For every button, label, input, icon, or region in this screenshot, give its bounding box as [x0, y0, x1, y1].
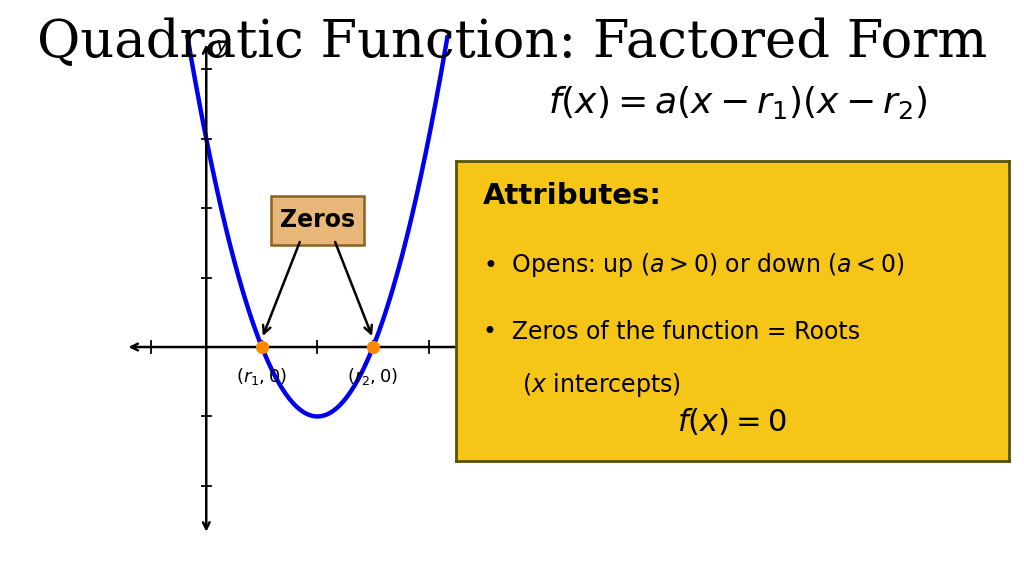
Text: •  Opens: up ($a > 0$) or down ($a < 0$): • Opens: up ($a > 0$) or down ($a < 0$) — [483, 251, 905, 279]
Text: $x$: $x$ — [505, 359, 519, 380]
Text: Attributes:: Attributes: — [483, 182, 663, 210]
Text: Zeros: Zeros — [280, 209, 355, 232]
Point — [254, 342, 270, 351]
Text: $f(x) = 0$: $f(x) = 0$ — [678, 406, 786, 437]
Text: ($x$ intercepts): ($x$ intercepts) — [522, 371, 681, 399]
FancyBboxPatch shape — [271, 196, 364, 245]
Text: $(r_1, 0)$: $(r_1, 0)$ — [237, 366, 288, 388]
Text: $(r_2, 0)$: $(r_2, 0)$ — [347, 366, 398, 388]
Text: Quadratic Function: Factored Form: Quadratic Function: Factored Form — [37, 17, 987, 69]
Point — [365, 342, 381, 351]
Text: $f(x) = a(x - r_1)(x - r_2)$: $f(x) = a(x - r_1)(x - r_2)$ — [548, 84, 927, 120]
Text: •  Zeros of the function = Roots: • Zeros of the function = Roots — [483, 320, 860, 344]
Text: $y$: $y$ — [215, 38, 229, 58]
